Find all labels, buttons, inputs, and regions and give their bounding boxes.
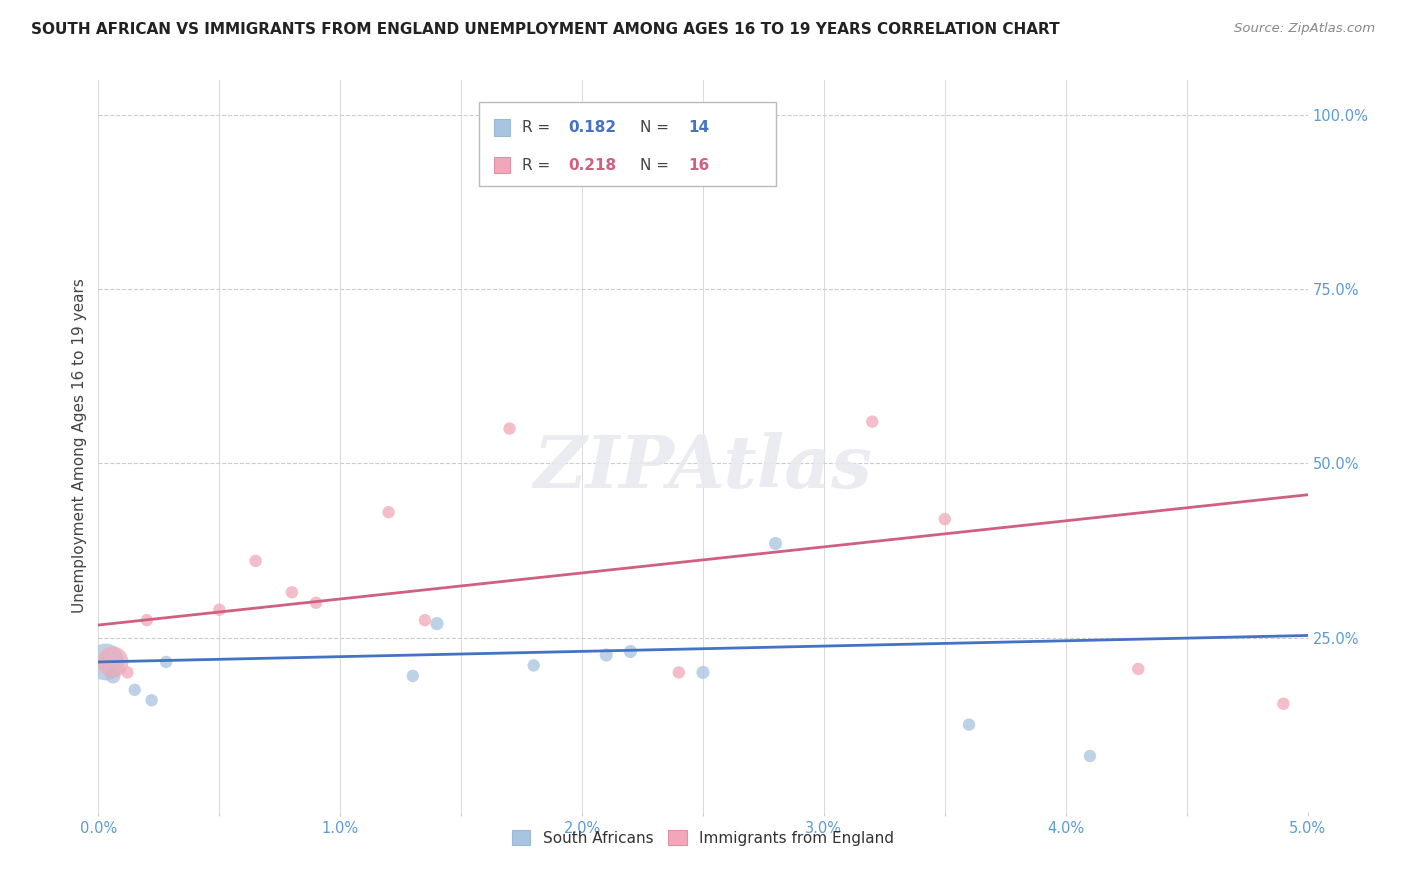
Text: 0.182: 0.182 — [568, 120, 616, 135]
Point — [498, 421, 520, 435]
Point — [860, 415, 883, 429]
FancyBboxPatch shape — [479, 103, 776, 186]
Point — [402, 669, 425, 683]
Point — [101, 669, 124, 683]
Text: 16: 16 — [689, 158, 710, 173]
Text: Source: ZipAtlas.com: Source: ZipAtlas.com — [1234, 22, 1375, 36]
Point — [208, 603, 231, 617]
Text: 14: 14 — [689, 120, 710, 135]
Point — [305, 596, 328, 610]
Point — [117, 665, 139, 680]
Legend: South Africans, Immigrants from England: South Africans, Immigrants from England — [506, 824, 900, 852]
Point — [1078, 749, 1101, 764]
Text: ZIPAtlas: ZIPAtlas — [534, 433, 872, 503]
Point — [934, 512, 956, 526]
Point — [101, 655, 124, 669]
Point — [377, 505, 399, 519]
Text: R =: R = — [522, 120, 555, 135]
Point — [426, 616, 449, 631]
Point — [595, 648, 617, 662]
Point — [124, 682, 146, 697]
Text: N =: N = — [640, 120, 675, 135]
Point — [245, 554, 267, 568]
Point — [668, 665, 690, 680]
Text: N =: N = — [640, 158, 675, 173]
Point — [413, 613, 436, 627]
FancyBboxPatch shape — [494, 120, 510, 136]
Point — [716, 108, 738, 122]
Text: 0.218: 0.218 — [568, 158, 616, 173]
Point — [692, 665, 714, 680]
Point — [94, 655, 117, 669]
Y-axis label: Unemployment Among Ages 16 to 19 years: Unemployment Among Ages 16 to 19 years — [72, 278, 87, 614]
Point — [765, 536, 787, 550]
Point — [281, 585, 304, 599]
Point — [1128, 662, 1150, 676]
FancyBboxPatch shape — [494, 157, 510, 173]
Text: SOUTH AFRICAN VS IMMIGRANTS FROM ENGLAND UNEMPLOYMENT AMONG AGES 16 TO 19 YEARS : SOUTH AFRICAN VS IMMIGRANTS FROM ENGLAND… — [31, 22, 1060, 37]
Point — [523, 658, 546, 673]
Point — [155, 655, 177, 669]
Text: R =: R = — [522, 158, 555, 173]
Point — [1272, 697, 1295, 711]
Point — [957, 717, 980, 731]
Point — [135, 613, 157, 627]
Point — [141, 693, 163, 707]
Point — [619, 644, 641, 658]
